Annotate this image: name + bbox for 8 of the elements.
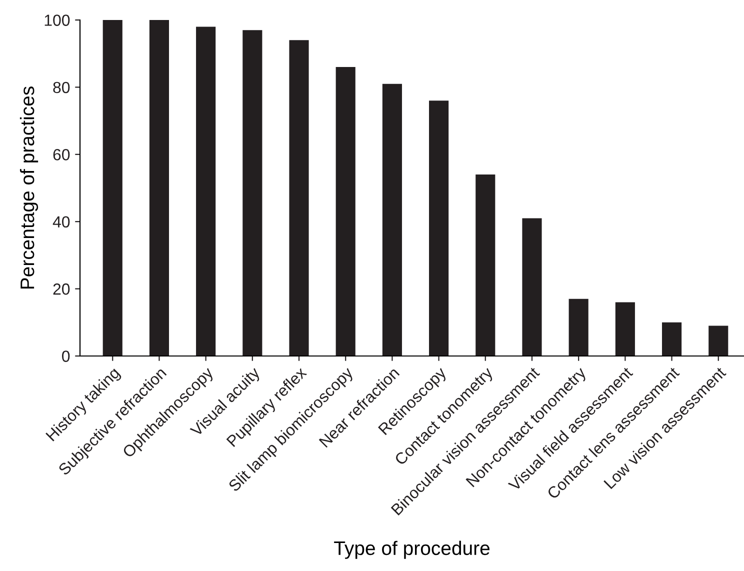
y-tick-label: 80 [53,82,70,94]
x-axis-title: Type of procedure [334,540,490,559]
y-tick-label: 0 [62,350,70,362]
y-tick-label: 40 [52,216,70,228]
y-tick-label: 60 [53,149,70,160]
y-axis-title: Percentage of practices [20,86,38,289]
y-tick-label: 100 [44,14,70,26]
y-tick-label: 20 [53,283,70,295]
